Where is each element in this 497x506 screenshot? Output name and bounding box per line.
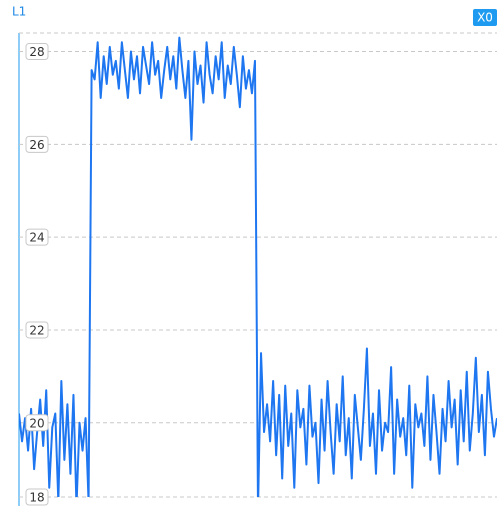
y-tick-box — [25, 488, 49, 506]
y-tick-label: 28 — [29, 45, 44, 59]
x-axis-label: X0 — [477, 11, 493, 25]
y-tick-box — [25, 414, 49, 432]
y-tick-box — [25, 228, 49, 246]
tick-labels: 18 20 22 24 26 28 — [25, 43, 49, 506]
y-tick-box — [25, 135, 49, 153]
plot-area — [19, 36, 497, 497]
y-tick-label: 26 — [29, 138, 44, 152]
y-tick-label: 18 — [29, 491, 44, 505]
y-tick-box — [25, 321, 49, 339]
data-line — [19, 36, 497, 497]
y-tick-label: 24 — [29, 231, 44, 245]
y-tick-box — [25, 43, 49, 61]
y-tick-label: 20 — [29, 416, 44, 430]
x-axis-badge — [473, 9, 497, 26]
y-axis-label: L1 — [12, 5, 26, 19]
y-tick-label: 22 — [29, 323, 44, 337]
